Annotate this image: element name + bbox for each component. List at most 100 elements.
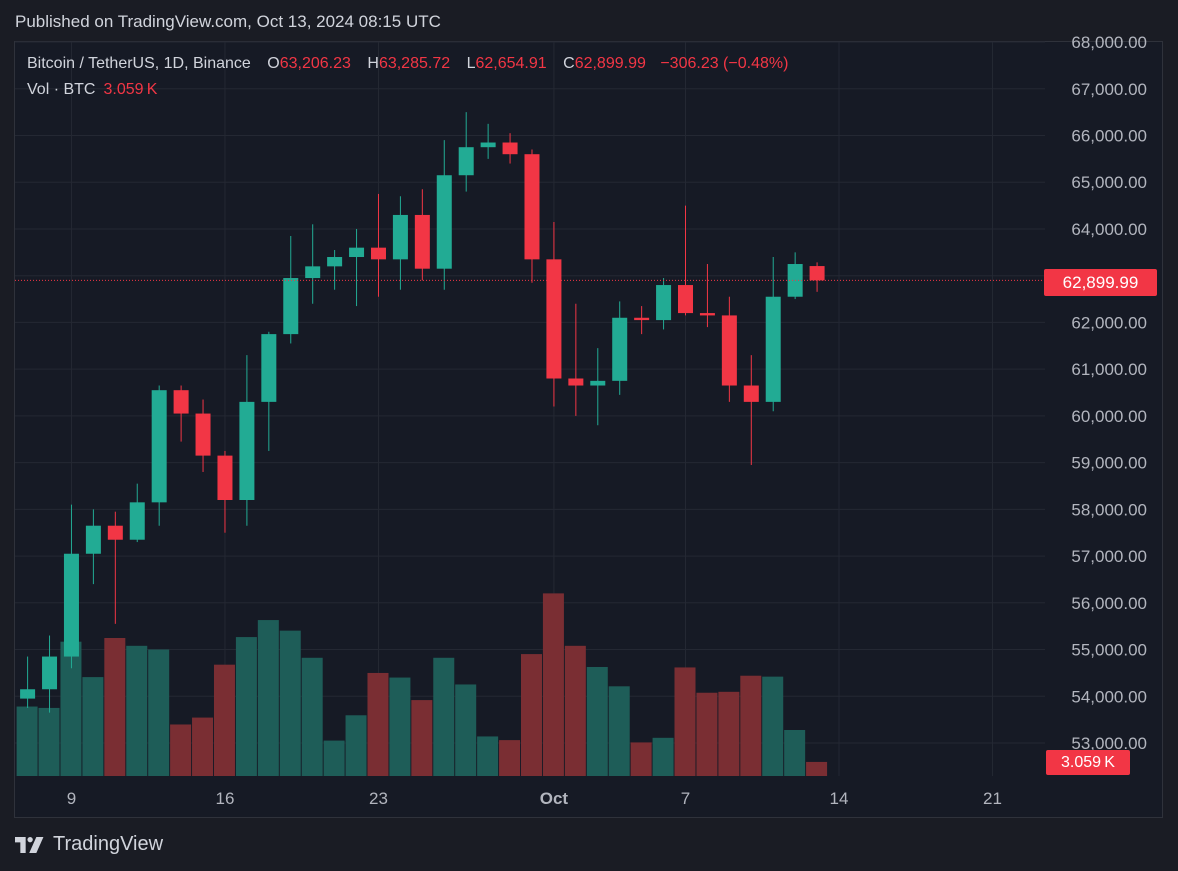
candle-body <box>370 247 386 260</box>
low-label: L <box>466 55 476 72</box>
volume-label: Vol · BTC <box>27 81 96 98</box>
tradingview-brand[interactable]: TradingView <box>15 833 163 856</box>
volume-bar <box>389 677 411 776</box>
price-axis: 53,000.00 54,000.00 55,000.00 56,000.00 57,0… <box>1071 33 1147 753</box>
volume-bar <box>696 692 718 776</box>
volume-bar <box>16 706 38 776</box>
brand-name: TradingView <box>53 833 164 855</box>
candle-body <box>261 334 277 402</box>
candle-body <box>524 154 540 260</box>
volume-bar <box>148 649 170 776</box>
candle-body <box>458 147 474 176</box>
candle-body <box>809 266 825 281</box>
candle-body <box>590 380 606 386</box>
volume-bar <box>455 684 477 776</box>
time-tick-label: 21 <box>983 789 1002 808</box>
time-tick-label: 7 <box>681 789 690 808</box>
price-tick-label: 67,000.00 <box>1071 80 1147 99</box>
volume-bars <box>16 593 828 776</box>
volume-bar <box>213 664 235 776</box>
candle-body <box>217 455 233 501</box>
candle-body <box>392 214 408 260</box>
price-tick-label: 53,000.00 <box>1071 734 1147 753</box>
volume-bar <box>542 593 564 776</box>
volume-bar <box>126 645 148 776</box>
volume-bar <box>806 761 828 776</box>
time-tick-label: Oct <box>540 789 569 808</box>
candle-body <box>634 317 650 321</box>
volume-bar <box>520 654 542 776</box>
volume-bar <box>192 717 214 776</box>
volume-bar <box>279 630 301 776</box>
candle-body <box>349 247 365 258</box>
volume-bar <box>718 691 740 776</box>
open-label: O <box>267 55 280 72</box>
volume-bar <box>433 657 455 776</box>
volume-bar <box>740 675 762 776</box>
volume-bar <box>235 637 257 776</box>
price-tick-label: 59,000.00 <box>1071 454 1147 473</box>
candle-body <box>436 175 452 269</box>
volume-bar <box>257 620 279 776</box>
published-header: Published on TradingView.com, Oct 13, 20… <box>15 12 441 31</box>
volume-bar <box>630 742 652 776</box>
volume-value: 3.059 K <box>103 81 158 98</box>
volume-bar <box>586 666 608 776</box>
candle-body <box>107 525 123 540</box>
symbol-legend: Bitcoin / TetherUS, 1D, Binance O63,206.… <box>27 55 788 73</box>
volume-bar <box>762 676 784 776</box>
candle-body <box>480 142 496 148</box>
volume-bar <box>60 641 82 776</box>
price-tick-label: 66,000.00 <box>1071 127 1147 146</box>
price-candles <box>20 112 825 713</box>
candle-body <box>63 553 79 657</box>
price-tick-label: 55,000.00 <box>1071 641 1147 660</box>
candle-body <box>656 285 672 321</box>
candle-body <box>502 142 518 155</box>
time-tick-label: 14 <box>830 789 849 808</box>
time-tick-label: 23 <box>369 789 388 808</box>
time-axis: 9 16 23 Oct 7 14 21 <box>67 789 1002 808</box>
volume-bar <box>784 730 806 776</box>
volume-legend: Vol · BTC 3.059 K <box>27 81 157 99</box>
volume-bar <box>564 645 586 776</box>
volume-bar <box>367 672 389 776</box>
price-tick-label: 65,000.00 <box>1071 173 1147 192</box>
price-tick-label: 58,000.00 <box>1071 500 1147 519</box>
price-tick-label: 64,000.00 <box>1071 220 1147 239</box>
volume-bar <box>608 686 630 776</box>
candle-body <box>743 385 759 402</box>
price-tick-label: 61,000.00 <box>1071 360 1147 379</box>
candle-body <box>765 296 781 402</box>
price-tick-label: 60,000.00 <box>1071 407 1147 426</box>
candle-body <box>721 315 737 386</box>
volume-bar <box>104 638 126 776</box>
candle-body <box>151 390 167 503</box>
candle-body <box>20 689 36 699</box>
time-tick-label: 16 <box>216 789 235 808</box>
low-value: 62,654.91 <box>475 55 547 72</box>
volume-bar <box>345 715 367 776</box>
volume-bar <box>82 677 104 776</box>
high-label: H <box>367 55 379 72</box>
candle-body <box>85 525 101 554</box>
open-value: 63,206.23 <box>279 55 351 72</box>
volume-bar <box>323 740 345 776</box>
volume-bar <box>411 700 433 776</box>
candle-body <box>327 257 343 267</box>
candle-body <box>305 266 321 279</box>
candle-body <box>239 401 255 501</box>
volume-bar <box>477 736 499 776</box>
symbol-name: Bitcoin / TetherUS, 1D, Binance <box>27 55 251 72</box>
volume-bar <box>674 667 696 776</box>
price-tick-label: 68,000.00 <box>1071 33 1147 52</box>
candle-body <box>414 214 430 269</box>
change-value: −306.23 (−0.48%) <box>660 55 789 72</box>
candle-body <box>173 390 189 414</box>
candle-body <box>568 378 584 386</box>
last-price-tag: 62,899.99 <box>1044 269 1157 296</box>
tradingview-logo-icon <box>15 836 44 853</box>
candle-body <box>612 317 628 381</box>
candle-body <box>699 313 715 316</box>
